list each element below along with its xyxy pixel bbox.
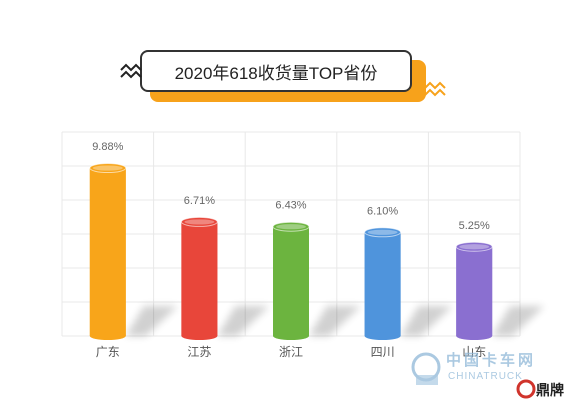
bar-shading: [181, 221, 218, 336]
bar-top-highlight: [184, 219, 215, 225]
category-label: 四川: [371, 345, 395, 359]
value-label: 6.43%: [275, 200, 306, 212]
bar-shadow: [125, 306, 178, 336]
watermark-brand-cn: 中国卡车网: [446, 351, 536, 369]
bar-layer: [89, 163, 493, 340]
zigzag-decoration-left: [120, 63, 142, 79]
bar-top-cap: [272, 221, 310, 232]
category-label: 山东: [462, 345, 486, 359]
title-banner: 2020年618收货量TOP省份: [140, 50, 430, 106]
bar-base: [181, 332, 218, 340]
value-label: 5.25%: [459, 220, 490, 232]
bar-top-cap: [89, 163, 127, 174]
bar-top-highlight: [92, 165, 123, 171]
bar-top-highlight: [459, 244, 490, 250]
bar-shadow: [309, 306, 361, 336]
category-label: 浙江: [279, 345, 303, 359]
bar-top-highlight: [276, 224, 306, 230]
bar-base: [364, 332, 401, 340]
chart-title: 2020年618收货量TOP省份: [140, 50, 412, 92]
bar-shading: [364, 232, 401, 336]
bar-top-cap: [180, 216, 218, 227]
category-label: 广东: [96, 345, 120, 359]
bar-shadow: [400, 306, 453, 336]
bar-base: [89, 332, 126, 340]
bar-top-highlight: [367, 229, 398, 235]
category-label: 江苏: [187, 345, 211, 359]
value-label: 9.88%: [92, 141, 123, 153]
partner-logo-icon: [516, 379, 536, 399]
bar-base: [456, 332, 493, 340]
bar-base: [273, 332, 309, 340]
category-layer: 广东 江苏 浙江 四川 山东: [96, 345, 486, 359]
value-label: 6.10%: [367, 205, 398, 217]
zigzag-decoration-right: [424, 81, 446, 97]
value-label: 6.71%: [184, 195, 215, 207]
bar-top-cap: [364, 227, 402, 238]
bar-shadow: [492, 306, 545, 336]
watermark-brand-en: CHINATRUCK: [448, 371, 523, 382]
watermark-partner: 鼎牌: [536, 382, 564, 398]
bar-shading: [456, 246, 493, 336]
bar-top-cap: [455, 241, 493, 252]
bar-shading: [89, 168, 126, 336]
shadow-layer: [125, 306, 545, 336]
bar-shadow: [217, 306, 270, 336]
watermark-logo: 中国卡车网 CHINATRUCK 鼎牌: [411, 351, 564, 399]
bar-shading: [273, 226, 309, 336]
label-layer: 9.88% 6.71% 6.43% 6.10% 5.25%: [92, 141, 490, 232]
